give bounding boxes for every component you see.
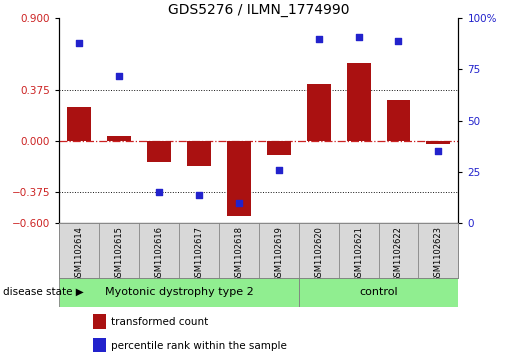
- Bar: [259, 223, 299, 278]
- Point: [354, 34, 363, 40]
- Text: disease state ▶: disease state ▶: [3, 287, 83, 297]
- Text: GSM1102619: GSM1102619: [274, 226, 283, 282]
- Bar: [139, 223, 179, 278]
- Bar: [227, 141, 251, 216]
- Bar: [107, 136, 131, 141]
- Text: GSM1102620: GSM1102620: [314, 226, 323, 282]
- Bar: [59, 278, 299, 307]
- Bar: [59, 223, 99, 278]
- Bar: [386, 100, 410, 141]
- Text: GSM1102623: GSM1102623: [434, 226, 443, 282]
- Title: GDS5276 / ILMN_1774990: GDS5276 / ILMN_1774990: [168, 3, 350, 17]
- Text: GSM1102618: GSM1102618: [234, 226, 243, 282]
- Text: transformed count: transformed count: [111, 317, 208, 327]
- Point: [394, 38, 403, 44]
- Text: GSM1102622: GSM1102622: [394, 226, 403, 282]
- Bar: [418, 223, 458, 278]
- Bar: [267, 141, 290, 155]
- Bar: [219, 223, 259, 278]
- Bar: [379, 223, 418, 278]
- Bar: [147, 141, 171, 162]
- Point: [235, 200, 243, 205]
- Point: [75, 40, 83, 46]
- Text: GSM1102621: GSM1102621: [354, 226, 363, 282]
- Bar: [99, 223, 139, 278]
- Text: GSM1102616: GSM1102616: [154, 226, 163, 282]
- Bar: [187, 141, 211, 166]
- Bar: [339, 223, 379, 278]
- Point: [274, 167, 283, 173]
- Text: Myotonic dystrophy type 2: Myotonic dystrophy type 2: [105, 287, 253, 297]
- Bar: [426, 141, 450, 144]
- Point: [434, 148, 442, 154]
- Bar: [347, 63, 370, 141]
- Bar: [179, 223, 219, 278]
- Point: [155, 189, 163, 195]
- Text: GSM1102615: GSM1102615: [115, 226, 124, 282]
- Text: percentile rank within the sample: percentile rank within the sample: [111, 340, 287, 351]
- Bar: [307, 84, 331, 141]
- Bar: [67, 107, 91, 141]
- Point: [115, 73, 123, 78]
- Text: GSM1102614: GSM1102614: [75, 226, 83, 282]
- Bar: [299, 223, 339, 278]
- Point: [315, 36, 323, 41]
- Point: [195, 192, 203, 197]
- Text: GSM1102617: GSM1102617: [195, 226, 203, 282]
- Bar: [299, 278, 458, 307]
- Text: control: control: [359, 287, 398, 297]
